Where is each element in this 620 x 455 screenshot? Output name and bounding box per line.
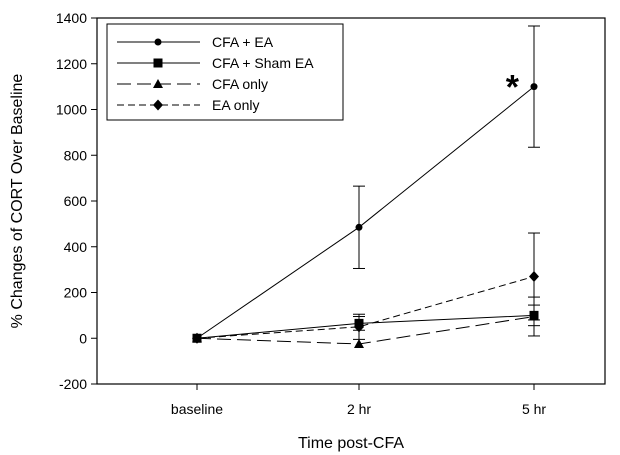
y-tick-label: 200 [64,285,88,301]
legend-item: EA only [117,97,259,113]
series-line [196,86,535,339]
y-tick-label: 1200 [56,56,87,72]
y-tick-label: 800 [64,147,88,163]
legend-item: CFA + Sham EA [117,55,314,71]
data-point [354,338,364,348]
legend-label: EA only [212,97,259,113]
y-tick-label: 0 [79,330,87,346]
x-tick-label: baseline [171,401,223,417]
y-tick-label: 400 [64,239,88,255]
legend-item: CFA only [117,76,268,92]
series-diamond [192,232,540,344]
x-tick-label: 5 hr [522,401,546,417]
axes-layer: -200 0 200 400 600 800 1000 1200 1400 baseline 2 h… [56,10,547,417]
series-triangle [192,296,540,348]
legend-marker [154,38,162,46]
annotation-layer: * [506,69,520,107]
legend-items: CFA + EA CFA + Sham EA CFA only EA only [117,34,314,113]
y-tick-label: -200 [59,376,87,392]
legend-item: CFA + EA [117,34,274,50]
x-tick-label: 2 hr [347,401,371,417]
data-point [192,332,202,344]
legend-label: CFA + EA [212,34,274,50]
y-axis-title: % Changes of CORT Over Baseline [9,74,26,329]
series-line [196,316,535,345]
y-tick-label: 1400 [56,10,87,26]
y-tick-label: 1000 [56,102,87,118]
data-point [529,270,539,282]
data-point [354,321,364,333]
series-line [196,276,535,339]
legend-marker [153,79,163,88]
data-point [355,223,363,231]
legend-label: CFA only [212,76,268,92]
legend-marker [153,58,163,68]
legend-marker [153,99,163,111]
legend: CFA + EA CFA + Sham EA CFA only EA only [106,23,344,121]
series-layer [192,25,540,348]
y-tick-label: 600 [64,193,88,209]
significance-asterisk: * [506,69,520,107]
legend-label: CFA + Sham EA [212,55,314,71]
x-axis-title: Time post-CFA [298,435,404,452]
legend-box [106,23,344,121]
data-point [530,83,538,91]
series-circle [193,25,540,342]
